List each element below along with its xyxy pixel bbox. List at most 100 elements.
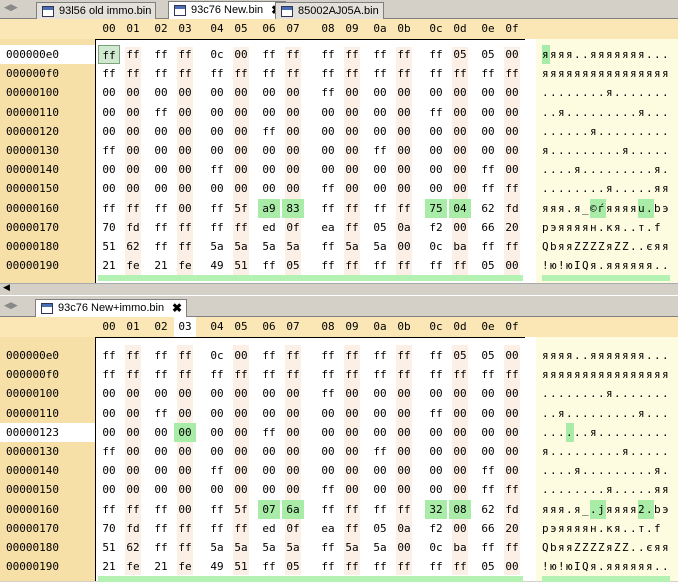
ascii-row[interactable]: ........я.....яя (542, 179, 674, 198)
hex-byte[interactable]: 5a (234, 541, 248, 554)
hex-byte[interactable]: 00 (345, 105, 359, 119)
hex-byte[interactable]: 00 (453, 406, 467, 420)
hex-byte[interactable]: ff (429, 67, 443, 81)
hex-byte[interactable]: ff (126, 502, 140, 516)
hex-byte[interactable]: 00 (178, 86, 192, 100)
file-tab[interactable]: 93l56 old immo.bin (36, 2, 157, 19)
hex-byte[interactable]: 00 (373, 124, 387, 138)
hex-byte[interactable]: 00 (481, 406, 495, 420)
hex-byte[interactable]: ff (210, 220, 224, 234)
hex-byte[interactable]: 00 (397, 541, 411, 554)
hex-byte[interactable]: 00 (429, 464, 443, 478)
hex-byte[interactable]: 00 (126, 144, 140, 157)
hex-byte[interactable]: 00 (481, 86, 495, 100)
hex-byte[interactable]: 00 (262, 105, 276, 119)
hex-byte[interactable]: 00 (429, 163, 443, 177)
hex-byte[interactable]: 00 (178, 387, 192, 401)
hex-byte[interactable]: 00 (126, 182, 140, 196)
hex-byte[interactable]: 0f (286, 521, 300, 535)
hex-byte[interactable]: 00 (154, 483, 168, 497)
hex-byte[interactable]: 21 (154, 259, 168, 273)
hex-byte[interactable]: ff (345, 349, 359, 362)
hex-byte[interactable]: 00 (373, 406, 387, 420)
hex-byte[interactable]: ff (178, 541, 192, 554)
hex-byte[interactable]: 00 (210, 182, 224, 196)
hex-byte[interactable]: ff (397, 201, 411, 215)
hex-byte[interactable]: 62 (481, 502, 495, 516)
hex-byte[interactable]: 00 (234, 105, 248, 119)
hex-byte[interactable]: 00 (345, 124, 359, 138)
hex-byte[interactable]: 00 (286, 387, 300, 401)
hex-byte[interactable]: ff (345, 201, 359, 215)
hex-byte[interactable]: 00 (321, 124, 335, 138)
hex-byte[interactable]: 00 (397, 445, 411, 458)
hex-byte[interactable]: ff (429, 105, 443, 119)
ascii-row[interactable]: ..я.........я... (542, 103, 674, 122)
hex-byte[interactable]: 00 (154, 464, 168, 478)
hex-byte[interactable]: ff (102, 445, 116, 458)
hex-byte[interactable]: fe (178, 259, 192, 273)
hex-byte[interactable]: ff (178, 240, 192, 253)
hex-byte[interactable]: 00 (126, 86, 140, 100)
hex-byte[interactable]: fd (505, 201, 519, 215)
ascii-row[interactable]: яяяяяяяяяяяяяяяя (542, 365, 674, 384)
hex-byte[interactable]: 51 (234, 259, 248, 273)
hex-byte[interactable]: 00 (453, 163, 467, 177)
hex-byte[interactable]: 00 (234, 483, 248, 497)
ascii-row[interactable]: я.........я..... (542, 141, 674, 160)
hex-byte[interactable]: fd (505, 502, 519, 516)
hex-byte[interactable]: 00 (321, 105, 335, 119)
hex-byte[interactable]: ff (321, 368, 335, 382)
hex-byte[interactable]: ff (234, 368, 248, 382)
hex-byte[interactable]: ff (505, 67, 519, 81)
hex-byte[interactable]: 5a (286, 541, 300, 554)
hex-byte[interactable]: ff (210, 368, 224, 382)
hex-byte[interactable]: 00 (102, 182, 116, 196)
ascii-row[interactable]: яяяя..яяяяяяя... (542, 45, 674, 64)
hex-byte[interactable]: 00 (505, 105, 519, 119)
hex-byte[interactable]: 00 (505, 464, 519, 478)
hex-byte[interactable]: 00 (373, 483, 387, 497)
hex-byte[interactable]: 00 (126, 163, 140, 177)
hex-byte[interactable]: 70 (102, 521, 116, 535)
hex-byte[interactable]: ff (154, 240, 168, 253)
hex-byte[interactable]: 00 (126, 445, 140, 458)
hex-byte[interactable]: 00 (154, 387, 168, 401)
hex-byte[interactable]: 00 (102, 406, 116, 420)
hex-byte[interactable]: 00 (210, 445, 224, 458)
hex-byte[interactable]: ff (505, 240, 519, 253)
hex-byte[interactable]: 49 (210, 259, 224, 273)
hex-byte[interactable]: 00 (262, 387, 276, 401)
hex-byte[interactable]: 00 (345, 144, 359, 157)
hex-byte[interactable]: a9 (258, 198, 280, 218)
hex-byte[interactable]: ff (345, 48, 359, 61)
ascii-row[interactable]: ........я.....яя (542, 480, 674, 499)
hex-byte[interactable]: 00 (262, 182, 276, 196)
hex-byte[interactable]: ff (429, 560, 443, 574)
hex-byte[interactable]: 21 (102, 259, 116, 273)
hex-byte[interactable]: 66 (481, 220, 495, 234)
hex-byte[interactable]: 00 (397, 163, 411, 177)
hex-byte[interactable]: 51 (102, 240, 116, 253)
hex-byte[interactable]: ff (98, 45, 120, 64)
ascii-row[interactable]: ....я.........я. (542, 160, 674, 179)
hex-byte[interactable]: 00 (234, 182, 248, 196)
hex-byte[interactable]: 05 (481, 349, 495, 362)
hex-byte[interactable]: 62 (126, 240, 140, 253)
hex-byte[interactable]: 00 (505, 86, 519, 100)
hex-byte[interactable]: fd (126, 521, 140, 535)
hex-byte[interactable]: 0a (397, 220, 411, 234)
hex-byte[interactable]: 05 (481, 259, 495, 273)
hex-byte[interactable]: ff (505, 483, 519, 497)
hex-byte[interactable]: 51 (234, 560, 248, 574)
hex-byte[interactable]: ff (453, 560, 467, 574)
hex-byte[interactable]: 05 (373, 220, 387, 234)
hex-byte[interactable]: 00 (154, 86, 168, 100)
hex-byte[interactable]: 00 (453, 521, 467, 535)
hex-byte[interactable]: ff (321, 240, 335, 253)
hex-byte[interactable]: fe (178, 560, 192, 574)
hex-byte[interactable]: 00 (102, 163, 116, 177)
hex-byte[interactable]: 6a (282, 499, 304, 519)
hex-byte[interactable]: ff (102, 349, 116, 362)
hex-byte[interactable]: 00 (178, 124, 192, 138)
